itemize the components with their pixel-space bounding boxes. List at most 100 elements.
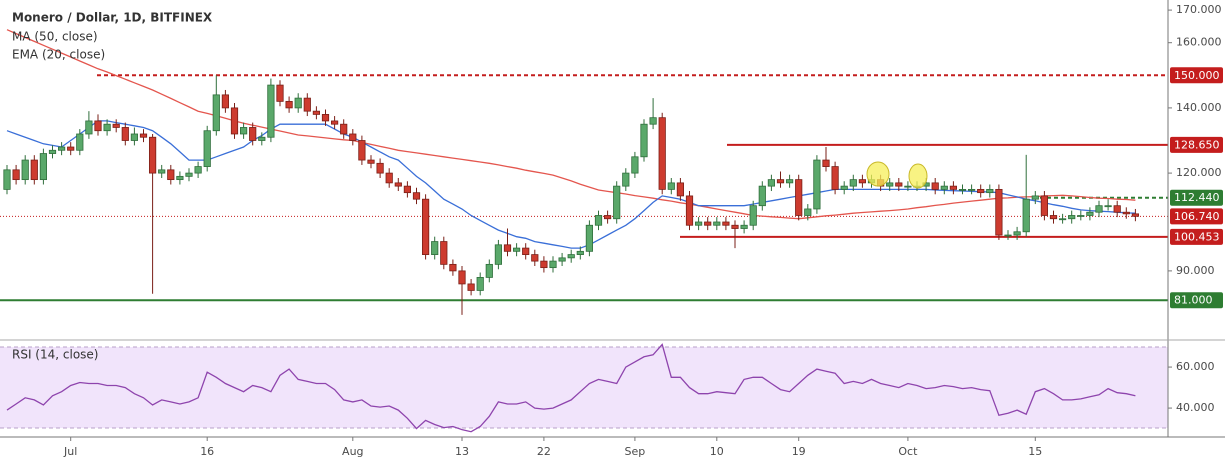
- candle-body: [958, 188, 967, 191]
- x-tick-label: 22: [537, 445, 551, 458]
- candle-body: [494, 244, 503, 265]
- candle-body: [1068, 215, 1076, 220]
- y-tick-label: 170.000: [1176, 3, 1222, 16]
- candle-body: [631, 156, 639, 174]
- x-tick-label: Sep: [625, 445, 646, 458]
- candle-body: [412, 192, 421, 200]
- y-tick-label: 160.000: [1176, 36, 1222, 49]
- level-label-box: [1170, 189, 1223, 206]
- candle-body: [849, 179, 857, 187]
- candle-body: [1131, 213, 1139, 217]
- candle-body: [513, 247, 521, 252]
- candle-body: [1077, 215, 1085, 217]
- candle-body: [1022, 198, 1030, 233]
- candle-body: [48, 149, 57, 154]
- candle-body: [21, 159, 29, 181]
- candle-body: [758, 185, 766, 207]
- candle-body: [931, 182, 939, 190]
- rsi-pane: [6, 343, 1136, 433]
- x-tick-label: 19: [792, 445, 806, 458]
- x-tick-label: 13: [455, 445, 469, 458]
- candle-body: [549, 260, 557, 269]
- candle-body: [940, 185, 948, 190]
- candle-body: [613, 185, 621, 220]
- candle-body: [795, 179, 803, 216]
- candle-body: [840, 185, 848, 190]
- candle-body: [394, 182, 402, 187]
- candle-body: [58, 146, 66, 151]
- candle-body: [112, 123, 120, 128]
- candle-body: [249, 127, 257, 141]
- candle-body: [731, 224, 739, 229]
- candle-body: [167, 169, 175, 181]
- y-tick-label: 90.000: [1176, 264, 1215, 277]
- candle-body: [1122, 211, 1130, 215]
- legend-entry: EMA (20, close): [12, 48, 105, 62]
- price-pane: [0, 29, 1168, 315]
- level-label-box: [1170, 136, 1223, 153]
- candle-body: [576, 250, 584, 255]
- candle-body: [685, 195, 694, 226]
- y-tick-label: 40.000: [1176, 401, 1215, 414]
- candle-body: [704, 221, 712, 226]
- candle-body: [977, 188, 985, 194]
- candle-body: [676, 182, 685, 197]
- candle-body: [767, 179, 776, 187]
- candle-body: [340, 123, 348, 135]
- level-label: 100.453: [1174, 230, 1220, 243]
- candle-body: [30, 159, 38, 181]
- candle-body: [3, 169, 11, 190]
- moving-average-line: [6, 120, 1136, 249]
- candle-body: [358, 140, 366, 161]
- level-label: 150.000: [1174, 69, 1220, 82]
- candle-body: [558, 257, 566, 262]
- candle-body: [776, 179, 785, 184]
- level-label-box: [1170, 208, 1223, 225]
- candle-body: [949, 185, 958, 190]
- candle-body: [594, 215, 603, 226]
- candle-body: [1104, 205, 1112, 208]
- candle-body: [194, 166, 202, 174]
- candle-body: [749, 205, 757, 226]
- level-label: 128.650: [1174, 138, 1220, 151]
- candle-body: [858, 179, 867, 184]
- candle-body: [522, 247, 530, 255]
- candle-body: [67, 146, 75, 151]
- y-tick-label: 140.000: [1176, 101, 1222, 114]
- candle-body: [895, 182, 903, 187]
- candle-body: [294, 97, 302, 109]
- candle-body: [176, 175, 184, 181]
- candle-body: [185, 172, 193, 177]
- candle-body: [813, 159, 821, 210]
- x-tick-label: Jul: [63, 445, 77, 458]
- candle-body: [330, 120, 339, 125]
- candle-body: [440, 241, 448, 265]
- candle-body: [285, 100, 293, 109]
- candle-body: [467, 283, 475, 291]
- y-tick-label: 60.000: [1176, 360, 1215, 373]
- candle-body: [1095, 205, 1103, 213]
- candle-body: [367, 159, 375, 164]
- candle-body: [94, 120, 102, 132]
- highlight: [866, 161, 890, 187]
- rsi-line: [6, 343, 1136, 433]
- candle-body: [212, 94, 220, 132]
- y-tick-label: 120.000: [1176, 166, 1222, 179]
- candle-body: [421, 198, 430, 255]
- candle-body: [786, 179, 794, 184]
- candle-body: [130, 133, 138, 141]
- candle-body: [713, 221, 721, 226]
- candle-body: [121, 127, 129, 141]
- candle-body: [458, 270, 466, 285]
- candle-body: [385, 172, 393, 184]
- moving-average-line: [6, 29, 1136, 220]
- level-label: 112.440: [1174, 191, 1220, 204]
- candle-body: [85, 120, 93, 135]
- candle-body: [968, 188, 976, 191]
- candle-body: [904, 185, 912, 188]
- candle-body: [531, 254, 539, 262]
- candle-body: [722, 221, 730, 226]
- candle-body: [39, 153, 48, 181]
- candle-body: [503, 244, 512, 252]
